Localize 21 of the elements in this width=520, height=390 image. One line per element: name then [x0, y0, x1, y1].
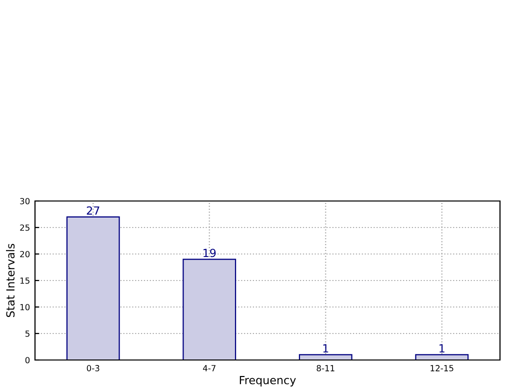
x-tick-label: 8-11	[316, 365, 334, 372]
y-tick-label: 0	[25, 356, 30, 364]
bar	[415, 354, 469, 360]
data-label: 1	[323, 344, 328, 352]
bar	[66, 216, 120, 360]
data-label: 1	[440, 344, 444, 352]
y-tick-label: 20	[20, 250, 30, 258]
data-label: 27	[86, 206, 100, 215]
y-axis-title: Stat Intervals	[6, 244, 15, 317]
bar	[182, 258, 236, 360]
x-axis-title: Frequency	[240, 376, 296, 386]
x-tick-label: 0-3	[86, 365, 100, 372]
x-tick-label: 4-7	[202, 365, 216, 372]
y-tick-label: 25	[20, 224, 30, 231]
y-tick-label: 30	[20, 198, 30, 204]
x-tick-label: 12-15	[430, 365, 454, 372]
data-label: 19	[204, 248, 216, 258]
y-tick-label: 5	[25, 330, 30, 337]
y-tick-label: 10	[20, 304, 30, 310]
y-tick-label: 15	[20, 278, 30, 284]
bar	[298, 354, 352, 360]
